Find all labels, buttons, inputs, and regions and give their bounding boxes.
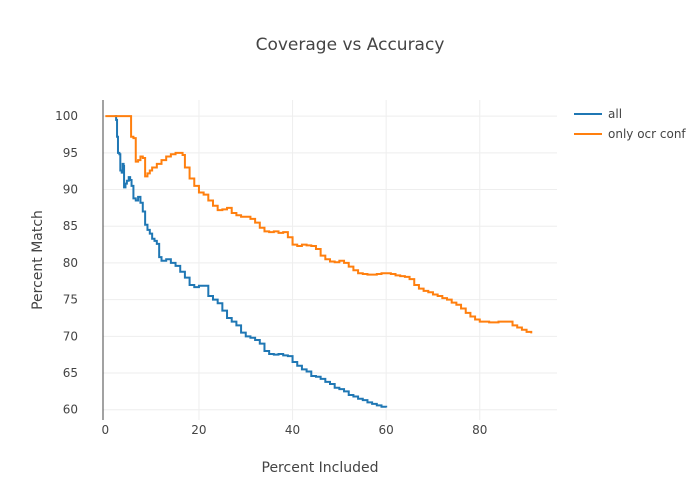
series-line-1 — [105, 115, 533, 334]
x-tick-label: 20 — [191, 423, 206, 437]
x-tick-label: 80 — [472, 423, 487, 437]
x-tick-label: 0 — [102, 423, 110, 437]
x-tick-labels: 0 20 40 60 80 — [102, 423, 488, 437]
x-tick-label: 60 — [379, 423, 394, 437]
legend-label: all — [608, 107, 622, 121]
y-axis-label: Percent Match — [30, 210, 46, 310]
series-lines — [105, 115, 533, 408]
y-tick-label: 65 — [63, 366, 78, 380]
y-tick-label: 80 — [63, 256, 78, 270]
y-tick-label: 75 — [63, 293, 78, 307]
chart-title: Coverage vs Accuracy — [256, 35, 445, 55]
y-tick-label: 95 — [63, 146, 78, 160]
series-line-0 — [114, 115, 388, 408]
y-tick-label: 100 — [55, 109, 78, 123]
legend-label: only ocr conf — [608, 127, 686, 141]
y-tick-labels: 60 65 70 75 80 85 90 95 100 — [55, 109, 78, 417]
x-tick-label: 40 — [285, 423, 300, 437]
grid-lines — [103, 100, 557, 420]
legend: all only ocr conf — [574, 107, 686, 141]
y-tick-label: 70 — [63, 329, 78, 343]
x-axis-label: Percent Included — [262, 460, 379, 476]
y-tick-label: 60 — [63, 403, 78, 417]
y-tick-label: 85 — [63, 219, 78, 233]
y-tick-label: 90 — [63, 183, 78, 197]
